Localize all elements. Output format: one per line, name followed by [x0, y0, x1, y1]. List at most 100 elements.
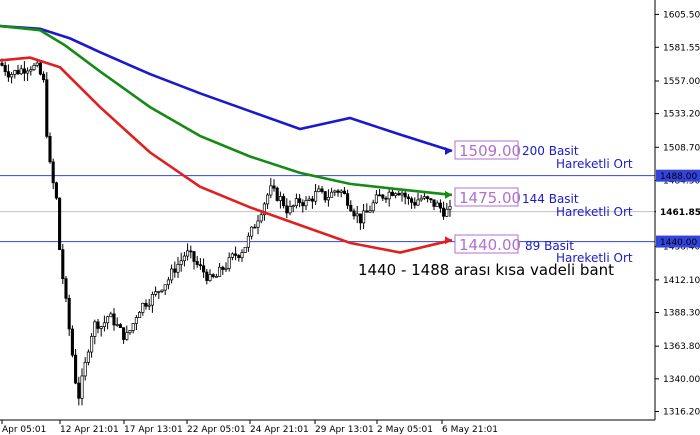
- ma200-label-line1: 200 Basit: [522, 144, 579, 158]
- candle-body: [90, 336, 94, 353]
- annotations: 1509.00 200 Basit Hareketli Ort 1475.00 …: [358, 140, 633, 279]
- candle-body: [189, 250, 193, 253]
- candle-body: [253, 226, 257, 229]
- sma-144-line: [0, 24, 453, 197]
- candle-body: [410, 198, 414, 203]
- y-tick-label: 1388.30: [663, 309, 700, 319]
- candle-body: [320, 188, 324, 192]
- x-tick-label: 29 Apr 13:01: [315, 425, 374, 435]
- candle-body: [259, 214, 263, 222]
- candle-body: [326, 196, 330, 201]
- candle-body: [291, 205, 295, 208]
- ma89-label-line2: Hareketli Ort: [556, 251, 633, 265]
- candle-body: [192, 251, 196, 262]
- y-tick-label: 1316.20: [663, 407, 700, 417]
- candle-body: [86, 351, 90, 363]
- candle-body: [330, 191, 334, 198]
- candle-body: [230, 253, 234, 258]
- sma-200-arrow: [445, 146, 452, 155]
- candle-body: [13, 70, 17, 75]
- candle-body: [42, 73, 46, 81]
- candle-body: [250, 226, 254, 237]
- candle-body: [141, 302, 145, 313]
- candle-body: [301, 202, 305, 207]
- candle-body: [99, 326, 103, 329]
- x-tick-label: Apr 05:01: [2, 425, 46, 435]
- candle-body: [445, 208, 449, 217]
- candle-body: [48, 136, 52, 163]
- x-tick-label: 17 Apr 13:01: [124, 425, 183, 435]
- candle-body: [288, 206, 292, 214]
- moving-averages: [0, 24, 453, 254]
- candle-body: [26, 70, 30, 74]
- candle-body: [362, 210, 366, 224]
- candle-body: [368, 210, 372, 213]
- ma200-value: 1509.00: [459, 142, 521, 160]
- time-axis: Apr 05:01 12 Apr 21:01 17 Apr 13:01 22 Apr …: [0, 419, 655, 435]
- candle-body: [211, 274, 215, 277]
- candle-body: [272, 185, 276, 189]
- candle-body: [10, 74, 14, 78]
- candle-body: [6, 71, 10, 78]
- y-tick-label: 1508.70: [663, 143, 700, 153]
- candle-body: [150, 294, 154, 306]
- candle-body: [115, 324, 119, 326]
- ma144-label-line1: 144 Basit: [522, 192, 579, 206]
- candle-body: [432, 199, 436, 207]
- sma-200-line: [0, 24, 453, 153]
- candle-body: [413, 202, 417, 206]
- candle-body: [198, 264, 202, 267]
- ma200-label-line2: Hareketli Ort: [556, 157, 633, 171]
- y-tick-label: 1605.50: [663, 10, 700, 20]
- candle-body: [80, 375, 84, 399]
- sma-89-arrow: [445, 236, 452, 245]
- candle-body: [234, 253, 238, 256]
- candle-body: [381, 194, 385, 199]
- candle-body: [358, 213, 362, 224]
- candle-body: [438, 202, 442, 209]
- candle-body: [298, 198, 302, 203]
- candle-body: [182, 255, 186, 262]
- ma144-value: 1475.00: [459, 189, 521, 207]
- candle-body: [35, 62, 39, 66]
- candle-body: [317, 188, 321, 192]
- candle-body: [378, 194, 382, 197]
- candle-body: [195, 261, 199, 265]
- hline-tag-0-bg: [656, 169, 700, 182]
- candle-body: [374, 194, 378, 204]
- hline-tag-1: 1440.00: [660, 238, 697, 248]
- candle-body: [16, 70, 20, 75]
- candle-body: [67, 297, 71, 330]
- candle-body: [125, 332, 129, 340]
- candle-body: [166, 279, 170, 286]
- hline-tag-0: 1488.00: [660, 172, 697, 182]
- candle-body: [448, 206, 452, 210]
- candle-body: [227, 257, 231, 269]
- candle-body: [93, 321, 97, 337]
- ma89-label-line1: 89 Basit: [525, 239, 574, 253]
- candle-body: [83, 362, 87, 377]
- candle-body: [186, 250, 190, 257]
- candle-body: [349, 204, 353, 212]
- x-tick-label: 6 May 21:01: [442, 425, 498, 435]
- candle-body: [176, 264, 180, 273]
- y-tick-label: 1533.20: [663, 110, 700, 120]
- candle-body: [218, 266, 222, 277]
- ma89-value-box: [454, 234, 519, 254]
- candle-body: [106, 316, 110, 324]
- current-price-tag: 1461.85: [660, 208, 700, 218]
- candle-body: [422, 196, 426, 199]
- y-tick-label: 1581.55: [663, 43, 700, 53]
- candle-body: [70, 328, 74, 356]
- candle-body: [58, 197, 62, 251]
- price-axis: 1605.501581.551557.001533.201508.701484.…: [654, 0, 700, 420]
- candle-body: [352, 210, 356, 217]
- x-tick-label: 24 Apr 21:01: [250, 425, 309, 435]
- candle-body: [314, 191, 318, 202]
- candle-body: [333, 190, 337, 193]
- candle-body: [310, 198, 314, 202]
- candle-body: [112, 313, 116, 326]
- candle-body: [214, 276, 218, 278]
- candle-body: [131, 323, 135, 331]
